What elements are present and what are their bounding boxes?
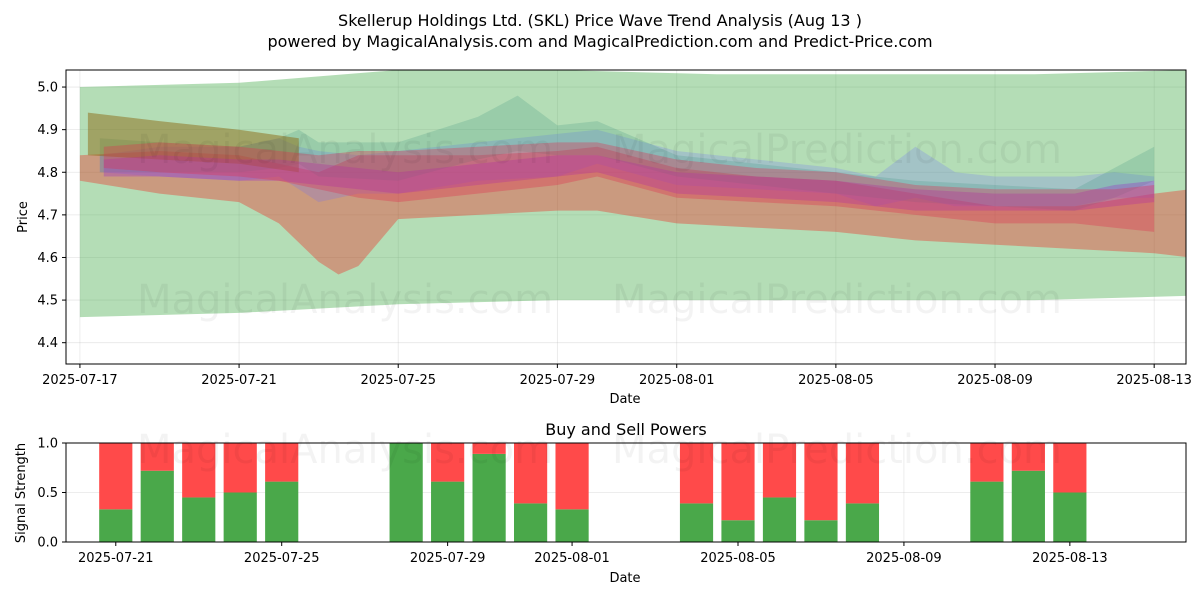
buy-bar	[514, 503, 548, 542]
buy-bar	[265, 481, 299, 542]
band-lower-forecast	[79, 146, 1186, 275]
watermark-analysis-mid: MagicalAnalysis.com	[137, 277, 553, 323]
top-x-tick-label: 2025-07-29	[520, 373, 596, 388]
sell-bar	[182, 443, 216, 498]
buy-bar	[472, 453, 506, 542]
buy-bar	[99, 509, 133, 542]
top-y-tick-label: 5.0	[37, 81, 58, 96]
top-x-axis-label: Date	[609, 392, 640, 407]
top-y-tick-label: 4.6	[37, 251, 58, 266]
top-y-tick-label: 4.8	[37, 166, 58, 181]
top-x-tick-label: 2025-08-13	[1116, 373, 1192, 388]
band-wave-band-blue	[99, 129, 1155, 207]
top-y-tick-label: 4.4	[37, 336, 58, 351]
buy-bar	[223, 492, 257, 542]
buy-bar	[845, 503, 880, 542]
bottom-x-tick-label: 2025-08-13	[1032, 551, 1108, 566]
bottom-x-tick-label: 2025-07-29	[410, 551, 486, 566]
buy-bar	[679, 503, 714, 542]
top-y-tick-label: 4.9	[37, 123, 58, 138]
sell-bar	[472, 443, 506, 454]
watermark-prediction-bottom: MagicalPrediction.com	[612, 427, 1062, 473]
band-wave-band-brown	[87, 112, 299, 173]
bottom-x-tick-label: 2025-08-05	[700, 551, 776, 566]
top-y-axis-label: Price	[16, 201, 31, 233]
sell-bar	[679, 443, 714, 504]
watermark-analysis-bottom: MagicalAnalysis.com	[137, 427, 553, 473]
sell-bar	[970, 443, 1004, 482]
bottom-x-tick-label: 2025-08-01	[534, 551, 610, 566]
sell-bar	[762, 443, 797, 498]
top-x-tick-label: 2025-08-01	[639, 373, 715, 388]
bottom-x-axis-label: Date	[609, 571, 640, 586]
watermark-layer: MagicalAnalysis.com MagicalPrediction.co…	[137, 127, 1062, 473]
buy-bar	[389, 443, 423, 542]
buy-bar	[431, 481, 465, 542]
sell-bar	[223, 443, 257, 493]
bottom-x-tick-label: 2025-07-21	[78, 551, 154, 566]
price-chart: 4.4 4.5 4.6 4.7 4.8 4.9 5.0 2025-07-17 2025-07-2…	[37, 69, 1192, 388]
sell-bar	[845, 443, 880, 504]
chart-subtitle: powered by MagicalAnalysis.com and Magic…	[267, 32, 932, 51]
watermark-prediction-top: MagicalPrediction.com	[612, 127, 1062, 173]
buy-bar	[140, 470, 174, 542]
sell-bar	[514, 443, 548, 504]
top-x-tick-label: 2025-08-05	[798, 373, 874, 388]
top-x-tick-label: 2025-07-17	[42, 373, 118, 388]
buy-bar	[1011, 470, 1045, 542]
top-x-tick-label: 2025-07-25	[360, 373, 436, 388]
buy-bar	[762, 497, 797, 542]
buy-bar	[970, 481, 1004, 542]
bar-layer	[99, 443, 1087, 542]
sell-bar	[804, 443, 838, 521]
band-wave-band-purple	[103, 155, 1155, 211]
bottom-y-tick-label: 0.0	[37, 536, 58, 551]
sell-bar	[265, 443, 299, 482]
chart-title: Skellerup Holdings Ltd. (SKL) Price Wave…	[338, 11, 862, 30]
buy-bar	[721, 520, 755, 542]
top-x-tick-label: 2025-07-21	[201, 373, 277, 388]
band-wave-band-teal	[99, 95, 1155, 211]
sell-bar	[721, 443, 755, 521]
signal-chart: 0.0 0.5 1.0 2025-07-21 2025-07-25 2025-07-29 2…	[37, 437, 1187, 566]
watermark-analysis-top: MagicalAnalysis.com	[137, 127, 553, 173]
buy-bar	[804, 520, 838, 542]
buy-bar	[555, 509, 589, 542]
band-outer-range	[79, 70, 1186, 318]
sell-bar	[1011, 443, 1045, 471]
bottom-y-tick-label: 1.0	[37, 437, 58, 452]
sell-bar	[431, 443, 465, 482]
bottom-y-axis-label: Signal Strength	[14, 443, 29, 543]
bottom-x-tick-label: 2025-07-25	[244, 551, 320, 566]
top-grid	[66, 70, 1186, 364]
top-x-tick-label: 2025-08-09	[957, 373, 1033, 388]
top-plot-frame	[65, 69, 1187, 365]
top-y-tick-label: 4.7	[37, 208, 58, 223]
watermark-prediction-mid: MagicalPrediction.com	[612, 277, 1062, 323]
top-y-tick-label: 4.5	[37, 294, 58, 309]
sell-bar	[99, 443, 133, 510]
band-layer	[79, 70, 1186, 318]
sell-bar	[140, 443, 174, 471]
band-wave-band-red	[103, 142, 1155, 232]
bottom-x-tick-label: 2025-08-09	[866, 551, 942, 566]
buy-bar	[1053, 492, 1087, 542]
sell-bar	[1053, 443, 1087, 493]
buy-bar	[182, 497, 216, 542]
sell-bar	[555, 443, 589, 510]
bottom-chart-title: Buy and Sell Powers	[545, 420, 707, 439]
bottom-y-tick-label: 0.5	[37, 486, 58, 501]
